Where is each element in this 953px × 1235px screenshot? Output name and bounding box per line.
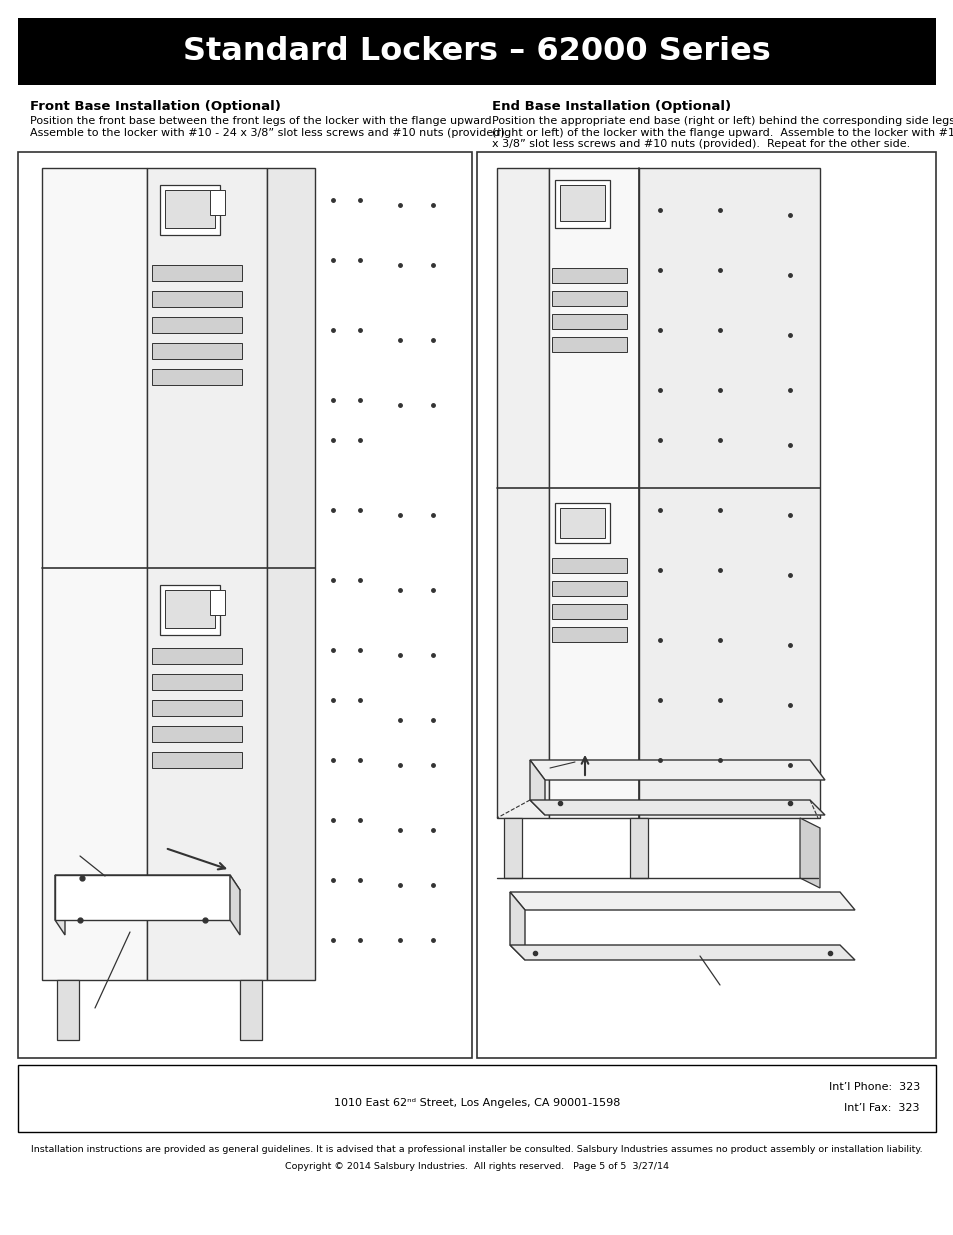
Text: End Base Installation (Optional): End Base Installation (Optional)	[492, 100, 730, 112]
Bar	[555, 503, 609, 543]
Bar	[552, 291, 626, 306]
Polygon shape	[530, 760, 544, 815]
Bar	[152, 674, 242, 690]
Bar	[210, 190, 225, 215]
Bar	[503, 818, 521, 878]
Bar	[152, 266, 242, 282]
Polygon shape	[639, 168, 820, 818]
Bar	[152, 369, 242, 385]
Bar	[559, 185, 604, 221]
Bar	[552, 314, 626, 329]
Polygon shape	[800, 818, 820, 888]
Bar	[152, 343, 242, 359]
Polygon shape	[510, 892, 854, 910]
Polygon shape	[530, 760, 824, 781]
Text: Standard Lockers – 62000 Series: Standard Lockers – 62000 Series	[183, 36, 770, 67]
Polygon shape	[55, 876, 65, 935]
Text: —FRONT BASE: —FRONT BASE	[95, 1003, 172, 1013]
Polygon shape	[510, 892, 524, 960]
Bar	[152, 291, 242, 308]
Bar	[548, 168, 639, 818]
Bar	[152, 317, 242, 333]
Text: Position the appropriate end base (right or left) behind the corresponding side : Position the appropriate end base (right…	[492, 116, 953, 149]
Text: FLANGE
UPWARD: FLANGE UPWARD	[38, 842, 81, 863]
Text: 1010 East 62ⁿᵈ Street, Los Angeles, CA 90001-1598: 1010 East 62ⁿᵈ Street, Los Angeles, CA 9…	[334, 1098, 619, 1109]
Polygon shape	[530, 800, 824, 815]
Bar	[552, 604, 626, 619]
Bar	[18, 152, 472, 1058]
Bar	[267, 168, 314, 981]
Text: Position the front base between the front legs of the locker with the flange upw: Position the front base between the fron…	[30, 116, 508, 137]
Polygon shape	[55, 876, 240, 890]
Text: —RIGHT END BASE: —RIGHT END BASE	[695, 795, 793, 805]
Bar	[165, 190, 214, 228]
Bar	[42, 168, 147, 981]
Bar	[552, 580, 626, 597]
Text: Copyright © 2014 Salsbury Industries.  All rights reserved.   Page 5 of 5  3/27/: Copyright © 2014 Salsbury Industries. Al…	[285, 1162, 668, 1171]
Bar	[18, 1065, 935, 1132]
Bar	[629, 818, 647, 878]
Bar	[552, 337, 626, 352]
Bar	[160, 585, 220, 635]
Bar	[559, 508, 604, 538]
Polygon shape	[510, 945, 854, 960]
Bar	[152, 752, 242, 768]
Bar	[240, 981, 262, 1040]
Text: Front Base Installation (Optional): Front Base Installation (Optional)	[30, 100, 280, 112]
Bar	[57, 981, 79, 1040]
Polygon shape	[55, 876, 230, 920]
Bar	[147, 168, 267, 981]
Text: Installation instructions are provided as general guidelines. It is advised that: Installation instructions are provided a…	[31, 1145, 922, 1153]
Polygon shape	[230, 876, 240, 935]
Bar	[152, 648, 242, 664]
Bar	[552, 268, 626, 283]
Bar	[552, 627, 626, 642]
Text: —LEFT END BASE: —LEFT END BASE	[720, 981, 810, 990]
Bar	[210, 590, 225, 615]
Bar	[18, 19, 935, 85]
Bar	[152, 700, 242, 716]
Text: Int’l Phone:  323: Int’l Phone: 323	[828, 1082, 919, 1092]
Text: Int’l Fax:  323: Int’l Fax: 323	[843, 1103, 919, 1113]
Bar	[555, 180, 609, 228]
Bar	[497, 168, 548, 818]
Bar	[476, 152, 935, 1058]
Bar	[152, 726, 242, 742]
Text: FLANGE
UPWARD: FLANGE UPWARD	[527, 760, 571, 782]
Bar	[165, 590, 214, 629]
Bar	[160, 185, 220, 235]
Bar	[552, 558, 626, 573]
